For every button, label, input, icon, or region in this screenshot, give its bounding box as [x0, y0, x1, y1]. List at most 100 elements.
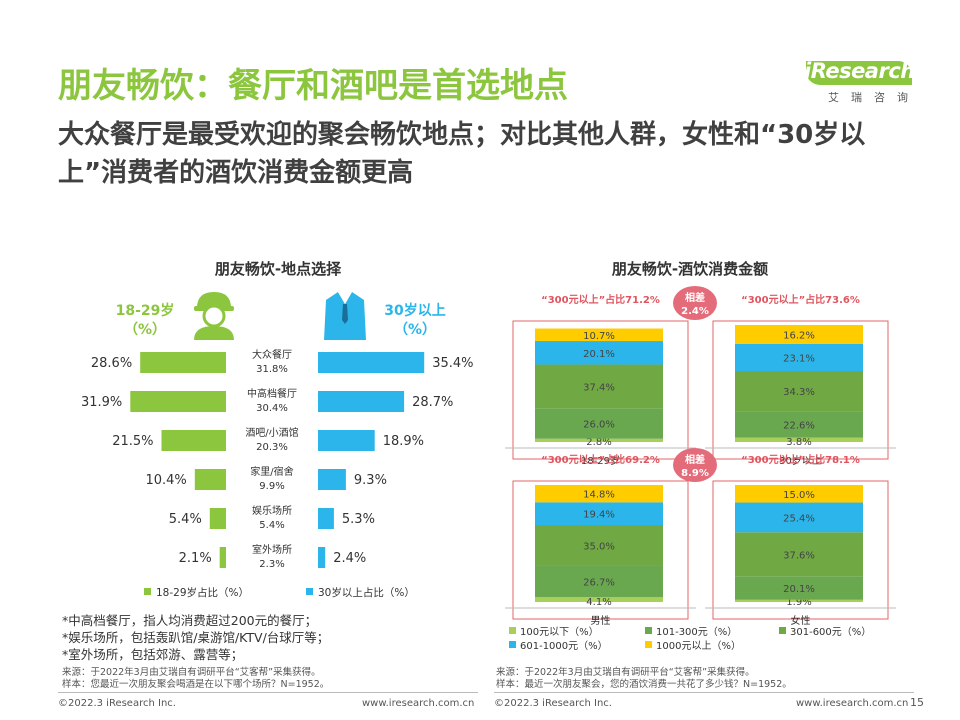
segment-0-0 [535, 438, 663, 442]
footer-copyright-right: ©2022.3 iResearch Inc. [494, 698, 612, 709]
stacked-panel-3: 1.9% 20.1% 37.6% 25.4% 15.0% [712, 480, 889, 620]
footer-url-right[interactable]: www.iresearch.com.cn [796, 698, 909, 709]
segment-2-4 [535, 485, 663, 503]
segment-3-4 [735, 485, 863, 503]
label-18-29-5: 2.1% [179, 551, 212, 566]
right-source: 来源：于2022年3月由艾瑞自有调研平台“艾客帮”采集获得。 样本：最近一次朋友… [496, 667, 792, 691]
segment-label-2-0: 4.1% [586, 597, 611, 608]
segment-label-0-0: 2.8% [586, 437, 611, 448]
segment-3-3 [735, 502, 863, 533]
stacked-legend-label-4: 1000元以上（%） [656, 640, 741, 650]
logo-bar [806, 61, 912, 85]
segment-3-2 [735, 532, 863, 577]
right-source-line2: 样本：最近一次朋友聚会，您的酒饮消费一共花了多少钱？N=1952。 [496, 679, 792, 690]
diff-badge-line2-0: 2.4% [681, 306, 709, 317]
diff-badge-0 [673, 286, 717, 320]
footer-url-left[interactable]: www.iresearch.com.cn [362, 698, 475, 709]
right-chart-title: 朋友畅饮-酒饮消费金额 [611, 260, 769, 278]
segment-label-0-3: 20.1% [583, 349, 615, 360]
bar-18-29-5 [219, 547, 226, 568]
diff-badge-line2-1: 8.9% [681, 468, 709, 479]
segment-0-1 [535, 408, 663, 439]
category-total-3: 9.9% [259, 481, 284, 492]
segment-label-1-3: 23.1% [783, 353, 815, 364]
stacked-legend-label-2: 301-600元（%） [790, 626, 871, 638]
location-butterfly-chart: 28.6% 35.4% 大众餐厅 31.8% 31.9% 28.7% 中高档餐厅 30.4% 2… [81, 348, 474, 599]
left-group-line2: （%） [123, 322, 167, 338]
category-total-1: 30.4% [256, 403, 288, 414]
category-total-5: 2.3% [259, 559, 284, 570]
bar-30plus-5 [318, 547, 326, 568]
segment-2-3 [535, 502, 663, 526]
segment-1-0 [735, 437, 863, 442]
left-source: 来源：于2022年3月由艾瑞自有调研平台“艾客帮”采集获得。 样本：您最近一次朋… [62, 667, 329, 691]
category-total-0: 31.8% [256, 364, 288, 375]
segment-label-2-4: 14.8% [583, 490, 615, 501]
panel-label-1: 30岁以上 [779, 454, 822, 467]
page-number: 15 [910, 696, 924, 709]
bar-30plus-0 [318, 352, 425, 373]
spending-stacked-chart: 2.8% 26.0% 37.4% 20.1% 10.7% “300元以上”占比71.2% 1… [505, 286, 896, 650]
right-source-line1: 来源：于2022年3月由艾瑞自有调研平台“艾客帮”采集获得。 [496, 667, 755, 678]
segment-2-2 [535, 525, 663, 566]
label-30plus-2: 18.9% [383, 434, 424, 449]
stacked-panel-1: 3.8% 22.6% 34.3% 23.1% 16.2% [712, 320, 889, 460]
legend-swatch-30plus [306, 588, 313, 595]
panel-label-3: 女性 [791, 614, 811, 627]
bar-30plus-1 [318, 391, 405, 412]
bar-30plus-2 [318, 430, 375, 451]
segment-label-1-0: 3.8% [786, 437, 811, 448]
iresearch-logo: iResearch 艾瑞咨询 [798, 55, 915, 107]
legend-label-18-29: 18-29岁占比（%） [156, 586, 249, 599]
category-label-2: 酒吧/小酒馆 [245, 426, 298, 439]
segment-label-3-1: 20.1% [783, 584, 815, 595]
stacked-panel-0: 2.8% 26.0% 37.4% 20.1% 10.7% [512, 320, 689, 460]
bar-18-29-4 [209, 508, 226, 529]
label-18-29-4: 5.4% [169, 512, 202, 527]
footer-divider-left [58, 692, 478, 693]
right-group-line1: 30岁以上 [384, 303, 446, 319]
segment-3-1 [735, 576, 863, 600]
footnote-2: *娱乐场所，包括轰趴馆/桌游馆/KTV/台球厅等； [62, 630, 330, 645]
label-30plus-3: 9.3% [354, 473, 387, 488]
stacked-panel-2: 4.1% 26.7% 35.0% 19.4% 14.8% [512, 480, 689, 620]
right-group-line2: （%） [393, 322, 437, 338]
segment-0-2 [535, 364, 663, 409]
panel-label-0: 18-29岁 [581, 454, 620, 467]
label-18-29-0: 28.6% [91, 356, 132, 371]
bar-18-29-0 [140, 352, 226, 373]
segment-label-2-3: 19.4% [583, 510, 615, 521]
panel-highlight-3: “300元以上”占比78.1% [741, 453, 860, 466]
label-30plus-5: 2.4% [333, 551, 366, 566]
category-total-2: 20.3% [256, 442, 288, 453]
category-label-4: 娱乐场所 [252, 504, 292, 517]
footnote-3: *室外场所，包括郊游、露营等； [62, 647, 244, 662]
stacked-legend-swatch-2 [779, 627, 786, 634]
category-label-1: 中高档餐厅 [247, 387, 297, 400]
label-18-29-2: 21.5% [112, 434, 153, 449]
segment-1-3 [735, 343, 863, 371]
legend-label-30plus: 30岁以上占比（%） [318, 586, 415, 599]
footer-divider-right [494, 692, 914, 693]
stacked-legend-label-0: 100元以下（%） [520, 626, 599, 638]
stacked-legend-swatch-1 [645, 627, 652, 634]
category-total-4: 5.4% [259, 520, 284, 531]
stacked-legend-label-1: 101-300元（%） [656, 626, 737, 638]
page-title: 朋友畅饮：餐厅和酒吧是首选地点 [58, 66, 568, 106]
suit-person-icon [324, 292, 366, 340]
segment-label-3-3: 25.4% [783, 513, 815, 524]
bar-30plus-4 [318, 508, 334, 529]
bar-30plus-3 [318, 469, 346, 490]
panel-highlight-2: “300元以上”占比69.2% [541, 453, 660, 466]
left-chart-title: 朋友畅饮-地点选择 [214, 260, 342, 278]
segment-label-1-1: 22.6% [783, 420, 815, 431]
segment-1-4 [735, 325, 863, 344]
stacked-legend-swatch-0 [509, 627, 516, 634]
logo-subtext: 艾瑞咨询 [828, 91, 920, 104]
young-person-icon [194, 292, 234, 340]
segment-label-0-4: 10.7% [583, 331, 615, 342]
bar-18-29-2 [161, 430, 226, 451]
panel-highlight-box-0 [512, 320, 689, 460]
panel-highlight-box-3 [712, 480, 889, 620]
label-18-29-1: 31.9% [81, 395, 122, 410]
